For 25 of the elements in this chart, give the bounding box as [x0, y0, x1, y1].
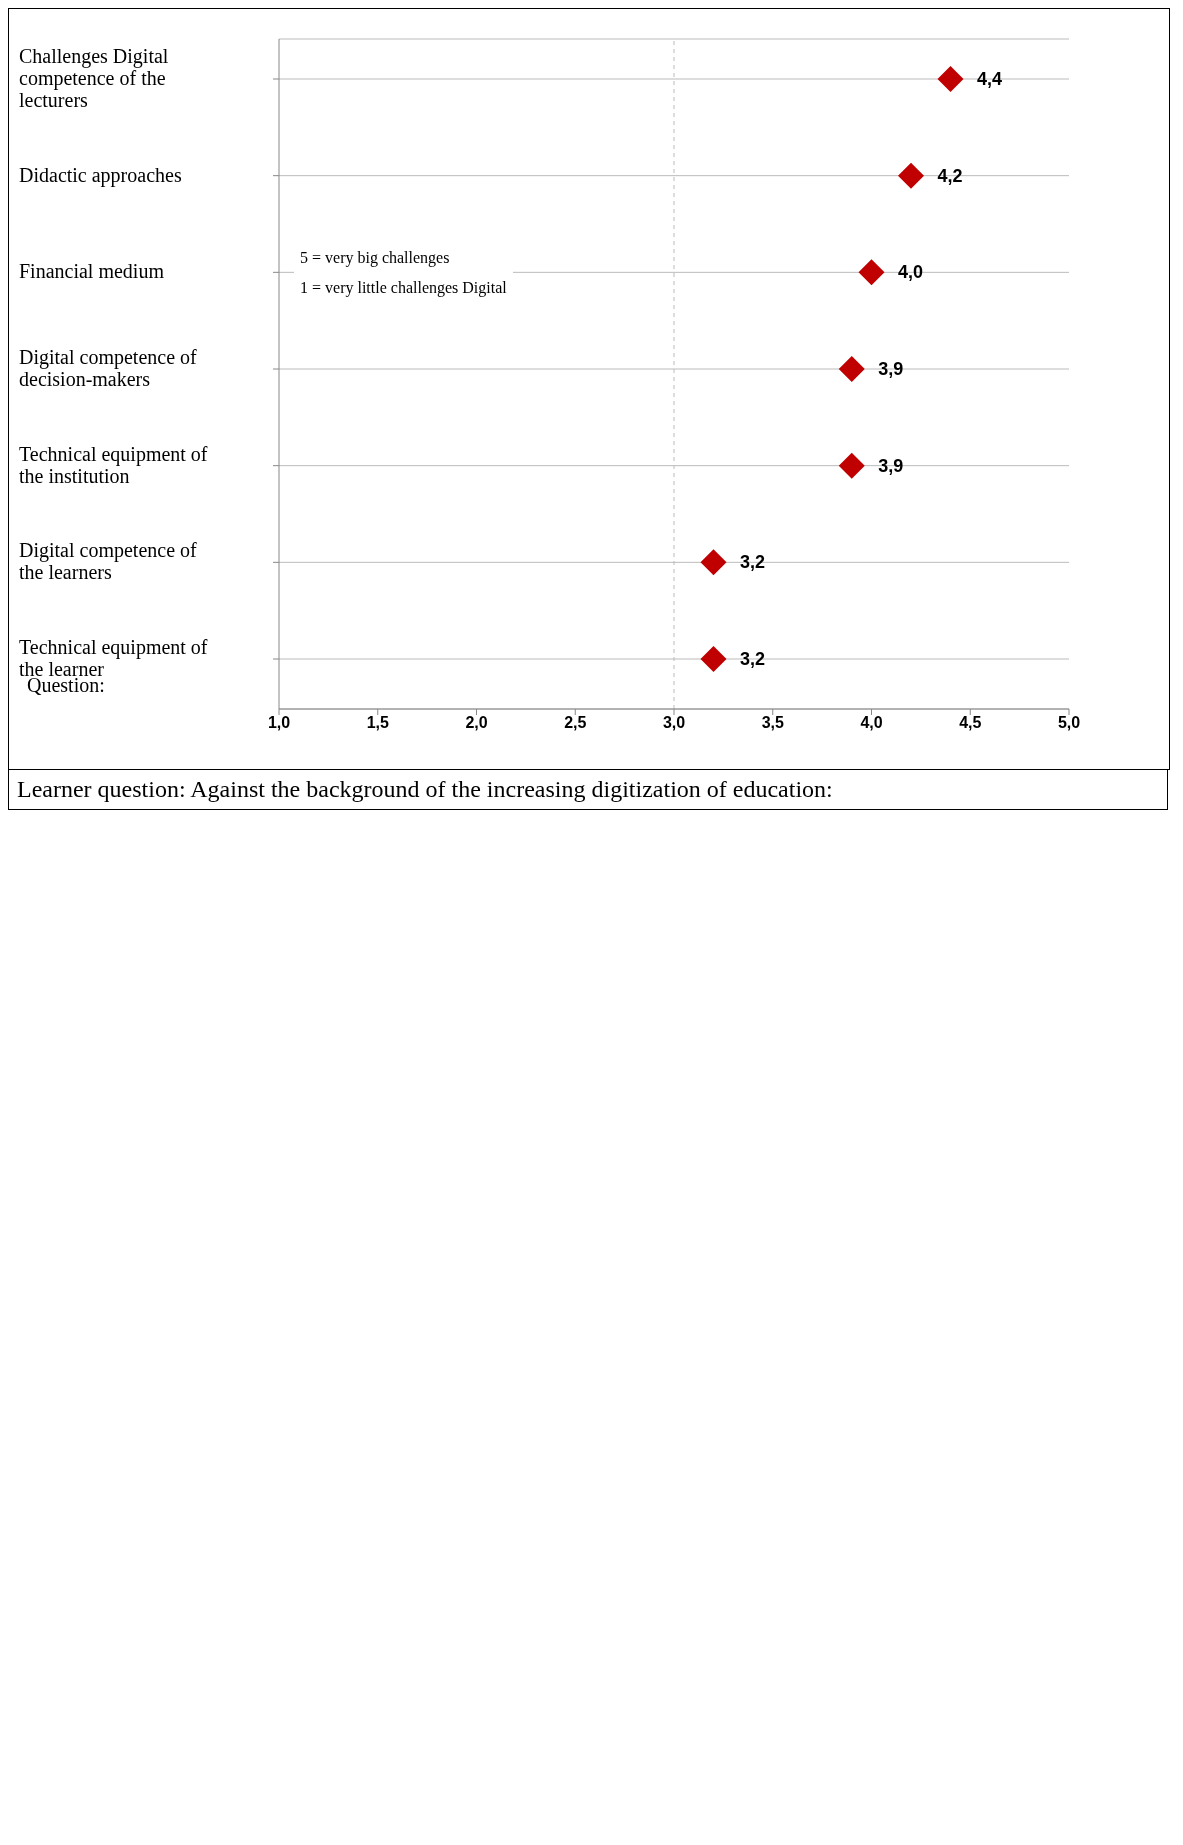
- x-tick-label: 4,5: [959, 714, 982, 732]
- y-tick-label: Digital competence of decision-makers: [19, 346, 198, 390]
- x-tick-label: 4,0: [860, 714, 883, 732]
- x-tick-label: 3,5: [761, 714, 784, 732]
- y-tick-label: Didactic approaches: [19, 163, 182, 187]
- x-tick-label: 1,5: [366, 714, 389, 732]
- text: Learner question: Against the background of the increasing digitization of education:: [17, 776, 834, 803]
- data-label: 3,2: [740, 649, 766, 669]
- data-label: 3,2: [740, 552, 766, 573]
- y-tick-label: Challenges Digital competence of the lecturers: [19, 45, 169, 111]
- data-label: 4,4: [977, 69, 1003, 89]
- y-tick-label: Financial medium: [19, 260, 165, 283]
- annotation: 1 = very little challenges Digital: [300, 278, 507, 299]
- data-label: 4,2: [937, 165, 963, 186]
- data-label: 3,9: [878, 359, 904, 379]
- x-tick-label: 2,5: [564, 714, 587, 732]
- x-tick-label: 5,0: [1057, 714, 1081, 732]
- data-label: 4,0: [898, 262, 924, 283]
- x-tick-label: 3,0: [662, 714, 686, 732]
- y-tick-label: Digital competence of the learners: [19, 539, 198, 584]
- data-label: 3,9: [878, 455, 904, 476]
- x-tick-label: 1,0: [267, 714, 291, 732]
- x-tick-label: 2,0: [465, 714, 488, 732]
- annotation: 5 = very big challenges: [300, 248, 451, 269]
- y-tick-label: Technical equipment of the institution: [19, 442, 208, 487]
